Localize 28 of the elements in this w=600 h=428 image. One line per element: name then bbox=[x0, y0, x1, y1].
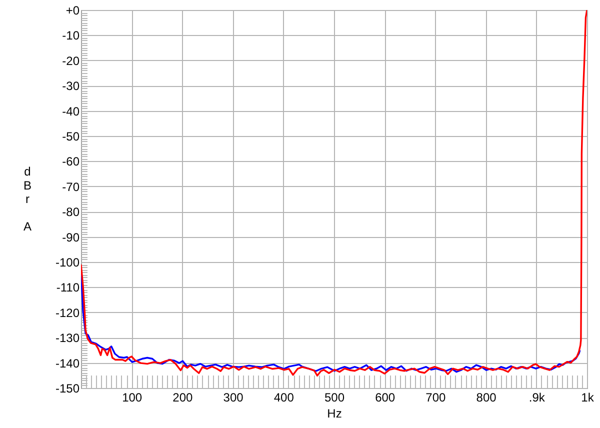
y-tick-label: -80 bbox=[62, 205, 80, 220]
y-tick-label: +0 bbox=[66, 4, 80, 18]
y-tick-label: -40 bbox=[62, 104, 80, 118]
x-tick-label: 800 bbox=[476, 390, 497, 404]
x-tick-label: 1k bbox=[581, 390, 595, 404]
y-tick-label: -50 bbox=[62, 130, 80, 144]
y-tick-label: -70 bbox=[62, 180, 80, 194]
x-tick-label: .9k bbox=[528, 390, 546, 404]
y-tick-label: -130 bbox=[55, 331, 80, 346]
x-axis-title: Hz bbox=[327, 406, 342, 420]
y-tick-label: -110 bbox=[56, 280, 80, 295]
y-tick-label: -120 bbox=[55, 306, 80, 320]
x-tick-label: 500 bbox=[324, 390, 345, 404]
x-tick-label: 700 bbox=[426, 390, 446, 404]
y-tick-label: -60 bbox=[62, 154, 80, 169]
y-tick-label: -100 bbox=[55, 256, 80, 270]
x-tick-label: 300 bbox=[223, 390, 244, 404]
y-tick-label: -140 bbox=[55, 356, 80, 370]
y-tick-label: -30 bbox=[62, 79, 80, 94]
x-tick-label: 600 bbox=[375, 390, 396, 404]
y-axis-title: dBr A bbox=[23, 164, 32, 234]
y-tick-label: -20 bbox=[62, 54, 80, 68]
y-tick-label: -90 bbox=[62, 230, 80, 244]
y-tick-label: -10 bbox=[62, 28, 80, 43]
y-tick-label: -150 bbox=[55, 382, 80, 396]
x-tick-label: 100 bbox=[122, 390, 142, 404]
x-tick-label: 200 bbox=[172, 390, 194, 404]
x-tick-label: 400 bbox=[274, 390, 294, 404]
